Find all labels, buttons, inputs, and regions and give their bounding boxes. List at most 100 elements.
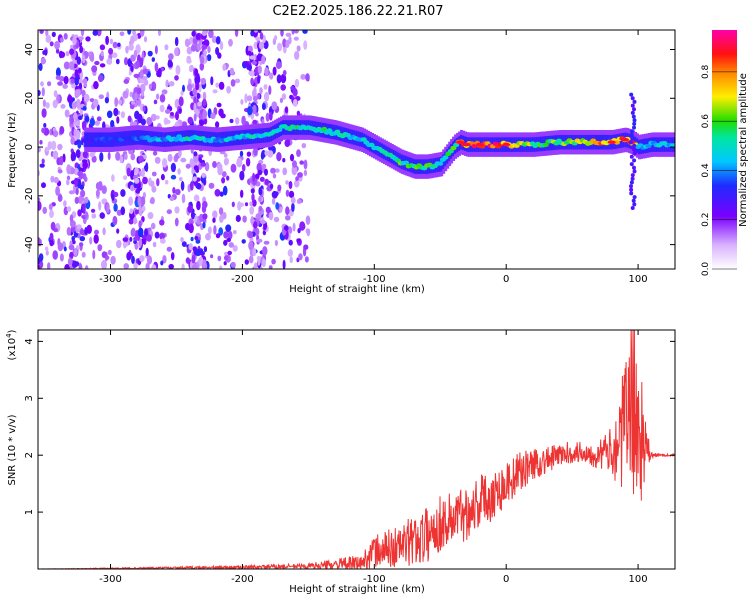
noise-mark (289, 256, 293, 264)
noise-mark (263, 84, 268, 90)
noise-mark (207, 226, 212, 235)
noise-mark (52, 150, 59, 160)
noise-mark (112, 41, 118, 49)
noise-mark (241, 164, 246, 172)
noise-mark (148, 83, 153, 90)
noise-mark (229, 118, 234, 124)
noise-mark (275, 202, 280, 210)
noise-mark (273, 216, 280, 223)
noise-mark (45, 34, 52, 43)
noise-mark (291, 165, 298, 176)
noise-mark (147, 50, 153, 57)
ridge-peak (607, 140, 616, 144)
noise-mark (263, 240, 270, 245)
noise-mark (191, 30, 196, 37)
noise-mark (235, 214, 241, 223)
noise-mark (167, 153, 173, 162)
noise-mark (133, 178, 140, 184)
noise-mark (145, 247, 149, 257)
noise-mark (174, 36, 179, 47)
noise-mark (75, 149, 81, 159)
noise-mark (201, 172, 206, 179)
noise-mark (202, 91, 207, 101)
noise-mark (303, 159, 308, 170)
noise-mark (67, 94, 73, 104)
noise-mark (115, 151, 121, 161)
noise-mark (195, 239, 201, 244)
noise-mark (99, 63, 106, 68)
noise-mark (224, 255, 229, 261)
noise-mark (78, 82, 83, 90)
noise-mark (217, 52, 222, 59)
noise-mark (91, 213, 97, 219)
noise-mark (57, 194, 63, 202)
noise-mark (299, 221, 306, 231)
noise-mark (66, 175, 71, 181)
noise-mark (59, 253, 64, 262)
noise-mark (296, 149, 301, 158)
noise-mark (249, 55, 256, 60)
noise-mark (140, 89, 145, 97)
noise-mark (111, 174, 115, 182)
noise-mark (131, 255, 135, 264)
noise-mark (38, 237, 41, 245)
noise-mark (101, 260, 107, 269)
noise-mark (82, 151, 88, 159)
noise-mark (272, 66, 277, 76)
noise-mark (178, 148, 182, 158)
noise-mark (303, 40, 308, 50)
noise-mark (104, 97, 109, 104)
streak-mark (632, 121, 637, 126)
noise-mark (221, 177, 226, 184)
noise-mark (174, 47, 179, 57)
noise-mark (223, 157, 229, 166)
noise-mark (202, 222, 206, 229)
noise-mark (195, 249, 201, 257)
noise-mark (143, 36, 148, 43)
noise-mark (164, 44, 169, 51)
noise-mark (40, 81, 44, 87)
noise-mark (257, 65, 262, 74)
ridge-core (321, 126, 328, 132)
noise-mark (177, 168, 181, 175)
noise-mark (196, 43, 202, 51)
noise-mark (273, 191, 279, 197)
noise-mark (257, 255, 261, 266)
noise-mark (261, 163, 267, 169)
noise-mark (218, 108, 224, 117)
streak-mark (628, 140, 633, 145)
noise-mark (246, 64, 253, 71)
streak-mark (630, 103, 635, 108)
noise-mark (190, 44, 197, 52)
noise-mark (188, 67, 194, 73)
ridge-core (326, 128, 333, 133)
noise-mark (51, 140, 57, 151)
y-tick-label: 20 (24, 92, 35, 105)
noise-mark (39, 163, 45, 168)
noise-mark (197, 101, 202, 107)
colorbar-tick-label: 0.2 (701, 213, 711, 227)
noise-mark (43, 123, 47, 128)
x-tick-label: -300 (99, 574, 122, 585)
noise-mark (169, 111, 175, 117)
streak-mark (629, 191, 634, 196)
noise-mark (285, 189, 290, 197)
noise-mark (125, 45, 129, 54)
noise-mark (218, 227, 224, 236)
noise-mark (288, 181, 293, 189)
noise-mark (111, 193, 115, 201)
noise-mark (83, 176, 88, 183)
noise-mark (299, 160, 305, 165)
noise-mark (280, 73, 287, 84)
noise-mark (84, 196, 89, 204)
noise-mark (96, 30, 102, 37)
noise-mark (41, 108, 47, 118)
noise-mark (150, 113, 157, 122)
noise-mark (66, 164, 72, 175)
noise-mark (138, 182, 142, 189)
noise-mark (108, 47, 114, 55)
noise-mark (75, 187, 79, 195)
noise-mark (248, 241, 254, 251)
snr-axes: -300 -200 -100 0 100 1 2 3 4 (24, 330, 675, 585)
noise-mark (79, 184, 85, 190)
